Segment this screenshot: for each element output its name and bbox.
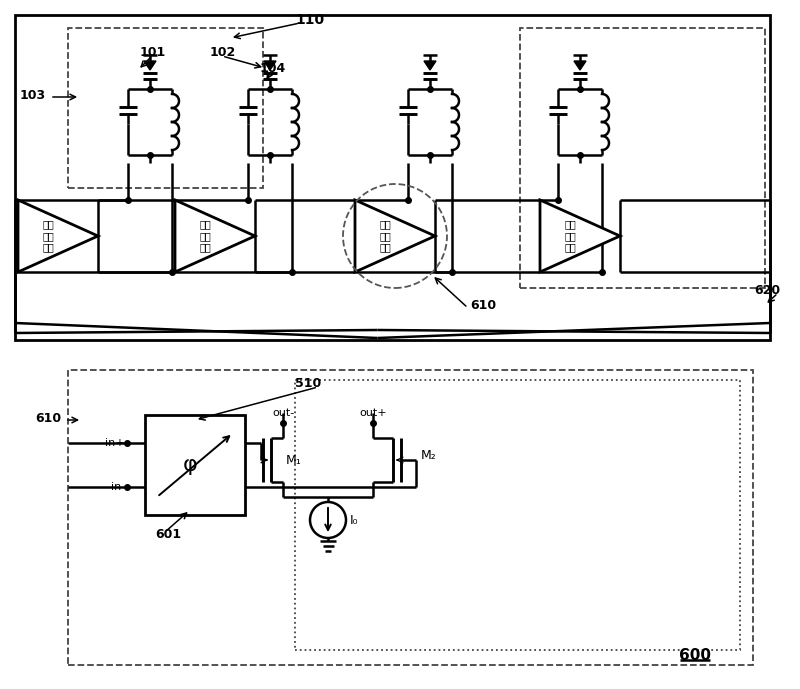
Bar: [145, 415, 245, 515]
Text: I₀: I₀: [350, 513, 358, 526]
Text: 110: 110: [295, 13, 325, 27]
Text: 610: 610: [470, 298, 496, 311]
Bar: [68, 28, 263, 188]
Text: 101: 101: [140, 45, 166, 59]
Text: 102: 102: [210, 45, 236, 59]
Text: 相位
调谐
单元: 相位 调谐 单元: [42, 219, 54, 253]
Polygon shape: [264, 61, 276, 70]
Polygon shape: [18, 200, 98, 272]
Bar: [15, 15, 770, 340]
Text: 相位
调谐
单元: 相位 调谐 单元: [565, 219, 576, 253]
Polygon shape: [144, 61, 156, 70]
Text: 600: 600: [679, 648, 711, 663]
Text: M₁: M₁: [286, 453, 302, 466]
Polygon shape: [355, 200, 435, 272]
Polygon shape: [175, 200, 255, 272]
Text: 相位
调谐
单元: 相位 调谐 单元: [199, 219, 211, 253]
Bar: [68, 370, 753, 665]
Text: 610: 610: [35, 411, 61, 424]
Text: out-: out-: [272, 408, 294, 418]
Text: 103: 103: [20, 88, 46, 101]
Text: φ: φ: [182, 455, 198, 475]
Text: 510: 510: [295, 376, 322, 389]
Text: 620: 620: [754, 283, 780, 296]
Text: M₂: M₂: [421, 449, 437, 462]
Polygon shape: [540, 200, 620, 272]
Text: 相位
调谐
单元: 相位 调谐 单元: [379, 219, 391, 253]
Text: out+: out+: [359, 408, 387, 418]
Text: 104: 104: [260, 61, 286, 74]
Polygon shape: [424, 61, 436, 70]
Polygon shape: [574, 61, 586, 70]
Text: in+: in+: [106, 438, 125, 448]
Bar: [295, 380, 740, 650]
Text: 601: 601: [155, 528, 181, 542]
Bar: [520, 28, 765, 288]
Text: in-: in-: [110, 482, 125, 492]
